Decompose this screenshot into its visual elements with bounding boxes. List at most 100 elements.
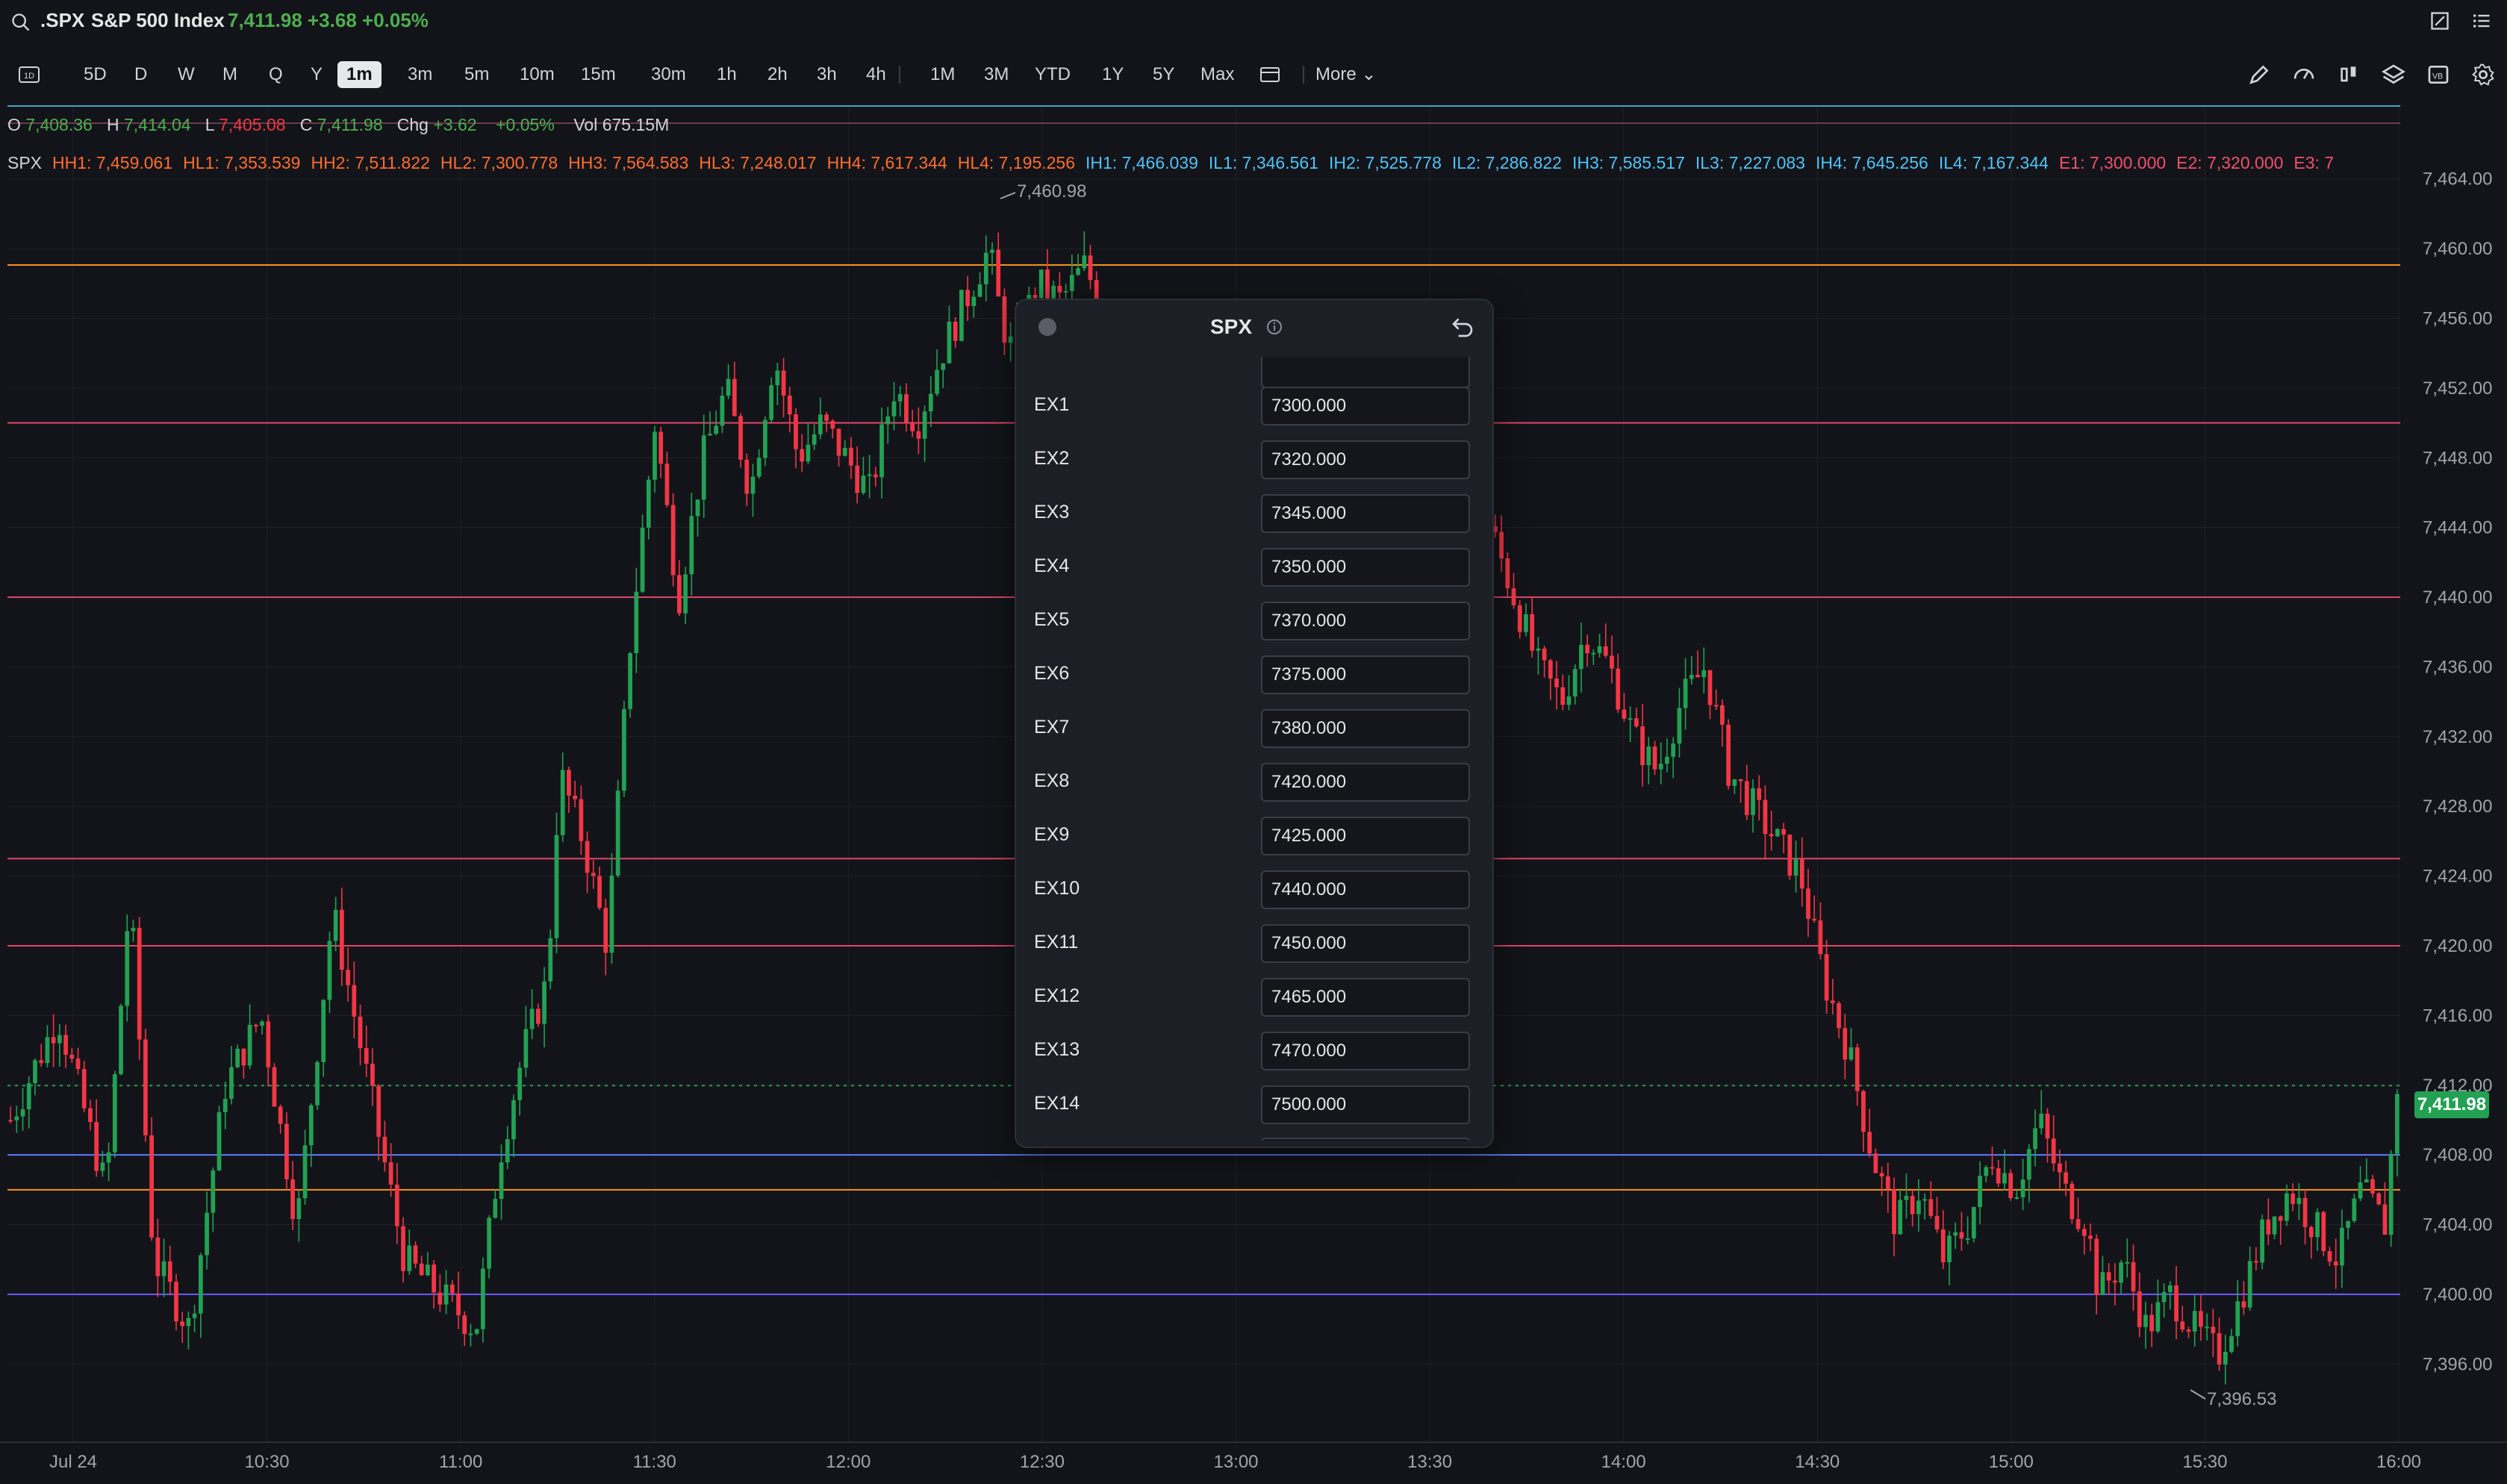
timeframe-3m[interactable]: 3m	[408, 64, 433, 84]
timeframe-15m[interactable]: 15m	[581, 64, 616, 84]
timeframe-ytd[interactable]: YTD	[1035, 64, 1071, 84]
ex-value-input[interactable]	[1261, 387, 1470, 425]
candle-body	[836, 428, 841, 456]
candle-body	[1726, 724, 1731, 786]
candle-body	[2131, 1262, 2136, 1291]
timeframe-2h[interactable]: 2h	[767, 64, 788, 84]
candle-body	[143, 1039, 148, 1135]
candles-icon[interactable]	[2337, 63, 2361, 87]
ex-value-input[interactable]	[1261, 924, 1470, 963]
candle-body	[726, 378, 731, 396]
ex-value-input[interactable]	[1261, 494, 1470, 533]
ex-value-input[interactable]	[1261, 978, 1470, 1017]
timeframe-5m[interactable]: 5m	[464, 64, 490, 84]
timeframe-5d[interactable]: 5D	[84, 64, 107, 84]
timeframe-d[interactable]: D	[134, 64, 148, 84]
more-dropdown[interactable]: More ⌄	[1315, 55, 1376, 94]
timeframe-max[interactable]: Max	[1200, 64, 1235, 84]
candle-body	[523, 1029, 529, 1068]
ex-value-input[interactable]	[1261, 763, 1470, 802]
candle-body	[1646, 746, 1651, 765]
candle-body	[628, 653, 632, 709]
calendar-range-icon[interactable]: 1D	[18, 64, 40, 85]
ex-value-input[interactable]	[1261, 602, 1470, 640]
high-annotation: 7,460.98	[1017, 181, 1086, 202]
timeframe-5y[interactable]: 5Y	[1153, 64, 1175, 84]
timeframe-y[interactable]: Y	[311, 64, 323, 84]
candle-body	[1572, 669, 1578, 696]
ex-value-input[interactable]	[1261, 440, 1470, 479]
timeframe-w[interactable]: W	[178, 64, 195, 84]
candle-body	[2174, 1285, 2179, 1322]
symbol-ticker[interactable]: .SPX	[40, 9, 85, 31]
timeframe-10m[interactable]: 10m	[520, 64, 555, 84]
candle-body	[388, 1162, 393, 1185]
top-bar: .SPX S&P 500 Index 7,411.98 +3.68 +0.05%	[0, 0, 2507, 45]
settings-gear-icon[interactable]	[2471, 63, 2495, 87]
level-item: IH3: 7,585.517	[1572, 153, 1685, 172]
ex-value-input[interactable]	[1261, 655, 1470, 694]
timeframe-1y[interactable]: 1Y	[1102, 64, 1124, 84]
ex-value-input[interactable]	[1261, 817, 1470, 855]
ex-row: EX4	[1016, 545, 1492, 590]
drag-handle-dot[interactable]	[1038, 318, 1056, 336]
list-icon[interactable]	[2471, 10, 2492, 31]
ex-label: EX10	[1034, 878, 1080, 899]
candle-body	[2167, 1285, 2173, 1292]
candle-body	[2186, 1329, 2191, 1332]
price-chart[interactable]: 7,464.00 7,460.00 7,456.00 7,452.00 7,448.00…	[0, 45, 2507, 1484]
ex-value-input[interactable]	[1261, 1032, 1470, 1070]
y-axis-tick-label: 7,440.00	[2423, 587, 2492, 608]
candle-body	[1996, 1168, 2001, 1184]
candle-body	[1707, 670, 1713, 705]
ex-value-input[interactable]	[1261, 548, 1470, 587]
timeframe-3m[interactable]: 3M	[984, 64, 1009, 84]
partial-input-below[interactable]	[1261, 1138, 1470, 1141]
ex-value-input[interactable]	[1261, 870, 1470, 909]
candle-body	[1751, 788, 1755, 815]
timeframe-q[interactable]: Q	[269, 64, 283, 84]
info-icon[interactable]	[1265, 318, 1283, 336]
ex-value-input[interactable]	[1261, 709, 1470, 748]
candle-body	[155, 1237, 161, 1276]
timeframe-1m[interactable]: 1M	[930, 64, 956, 84]
ex-row: EX8	[1016, 760, 1492, 805]
timeframe-30m[interactable]: 30m	[651, 64, 686, 84]
candle-body	[1799, 858, 1804, 889]
candle-body	[1965, 1238, 1970, 1240]
candle-body	[2088, 1235, 2093, 1239]
compare-date-icon[interactable]	[1259, 64, 1281, 85]
partial-input-above[interactable]	[1261, 357, 1470, 388]
search-icon[interactable]	[10, 12, 31, 33]
candle-body	[1744, 781, 1749, 815]
indicator-box-icon[interactable]: VB	[2426, 63, 2450, 87]
candle-body	[634, 591, 639, 654]
gauge-icon[interactable]	[2292, 63, 2316, 87]
timeframe-4h[interactable]: 4h	[866, 64, 886, 84]
timeframe-1m[interactable]: 1m	[337, 61, 382, 88]
candle-body	[2241, 1301, 2246, 1308]
candle-body	[1940, 1229, 1946, 1263]
candle-body	[1990, 1167, 1995, 1169]
candle-body	[732, 378, 737, 417]
y-axis-tick-label: 7,428.00	[2423, 796, 2492, 817]
candle-body	[941, 363, 946, 370]
undo-icon[interactable]	[1451, 315, 1474, 339]
timeframe-1h[interactable]: 1h	[717, 64, 737, 84]
ex-value-input[interactable]	[1261, 1085, 1470, 1124]
candle-body	[358, 1016, 363, 1049]
candle-body	[394, 1184, 399, 1226]
current-price-tag: 7,411.98	[2414, 1091, 2489, 1118]
close-label: C	[299, 115, 313, 134]
candle-body	[2352, 1198, 2357, 1221]
timeframe-3h[interactable]: 3h	[817, 64, 837, 84]
candle-body	[1591, 652, 1596, 655]
candle-body	[1677, 708, 1682, 744]
expand-icon[interactable]	[2429, 10, 2450, 31]
x-axis-tick-label: 10:30	[245, 1452, 290, 1472]
candle-body	[1812, 918, 1817, 921]
layers-icon[interactable]	[2382, 63, 2405, 87]
timeframe-m[interactable]: M	[222, 64, 237, 84]
pencil-icon[interactable]	[2247, 63, 2271, 87]
candle-body	[456, 1293, 461, 1316]
